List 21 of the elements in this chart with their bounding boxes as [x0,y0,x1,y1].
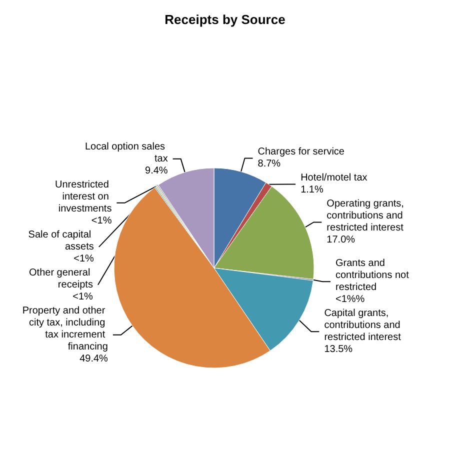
data-label: <1%% [335,294,365,306]
slice-label: Sale of capital assets [28,229,94,252]
chart-title: Receipts by Source [164,12,286,27]
data-label: 9.4% [145,165,168,176]
slice-label: Other general receipts [29,267,93,290]
data-label: <1% [91,215,112,226]
data-label: 1.1% [300,184,324,196]
slice-label: Operating grants, contributions and restricted interest [326,198,407,234]
slice-label: Property and other city tax, including tax increment financing [22,305,108,352]
slice-label: Hotel/motel tax [300,172,368,184]
slice-label: Grants and contributions not restricted [335,258,412,294]
data-label: 49.4% [80,353,108,364]
data-label: <1% [72,291,94,302]
data-label: 17.0% [326,234,356,246]
slice-label: Capital grants, contributions and restricted interest [324,308,404,344]
slice-label: Unrestricted interest on investments [55,179,112,214]
slice-label: Charges for service [258,146,345,158]
data-label: <1% [74,253,94,264]
data-label: 8.7% [258,158,281,170]
data-label: 13.5% [324,344,353,356]
slice-label: Local option sales tax [84,141,168,164]
